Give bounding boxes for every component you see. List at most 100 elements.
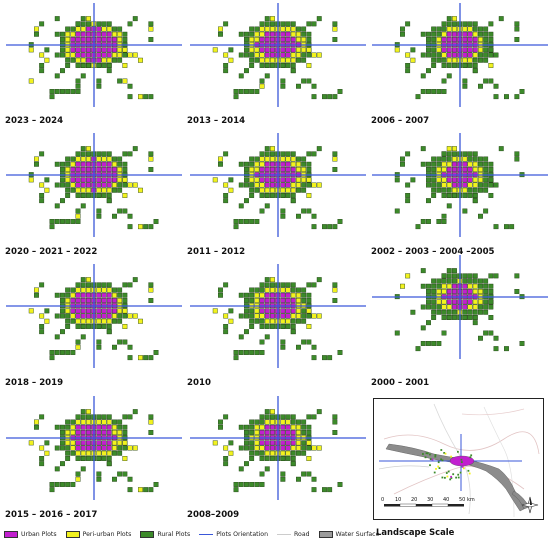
rural-plot [446, 63, 452, 68]
rural-plot [405, 192, 411, 198]
periurban-plot [65, 52, 71, 58]
urban-plot [270, 182, 275, 188]
periurban-plot [44, 187, 50, 193]
rural-plot [327, 94, 333, 100]
rural-plot [270, 456, 275, 461]
urban-plot [285, 313, 291, 319]
rural-plot [122, 31, 128, 37]
rural-plot [70, 419, 76, 425]
rural-plot [296, 156, 301, 162]
rural-plot [280, 78, 286, 84]
periurban-plot [85, 146, 91, 152]
periurban-plot [280, 419, 286, 425]
periurban-plot [148, 419, 154, 425]
periurban-plot [65, 298, 71, 303]
rural-plot [426, 320, 431, 326]
periurban-plot [44, 57, 50, 63]
rural-plot [431, 341, 437, 346]
rural-plot [70, 218, 76, 224]
periurban-plot [70, 440, 76, 446]
rural-plot [301, 57, 307, 63]
rural-plot [446, 187, 452, 193]
rural-plot [296, 213, 301, 219]
periurban-plot [264, 450, 270, 456]
periurban-plot [254, 440, 260, 446]
urban-plot [80, 182, 86, 188]
urban-plot [452, 177, 457, 183]
periurban-plot [101, 187, 107, 193]
periurban-plot [306, 308, 312, 314]
rural-plot [65, 445, 71, 451]
rural-plot [117, 424, 123, 430]
urban-plot [280, 177, 286, 183]
periurban-plot [80, 318, 86, 324]
urban-plot [462, 47, 468, 53]
urban-plot [80, 298, 86, 303]
rural-plot [420, 73, 426, 79]
rural-plot [75, 21, 81, 27]
rural-plot [85, 151, 91, 157]
periurban-plot [65, 31, 71, 37]
rural-plot [301, 187, 307, 193]
rural-plot [233, 218, 239, 224]
rural-plot [65, 350, 71, 355]
urban-plot [290, 430, 296, 435]
rural-plot [39, 456, 45, 461]
legend-item-periurban: Peri-urban Plots [65, 530, 131, 538]
rural-plot [70, 57, 76, 63]
rural-plot [60, 37, 65, 42]
urban-plot [80, 430, 86, 435]
periurban-plot [28, 78, 34, 84]
rural-plot [296, 318, 301, 324]
landscape-inset-map [373, 398, 544, 520]
urban-plot [280, 424, 286, 430]
legend-label: Rural Plots [157, 530, 191, 538]
rural-plot [238, 466, 244, 472]
rural-plot [54, 218, 60, 224]
legend-label: Plots Orientation [216, 530, 269, 538]
urban-plot [264, 182, 270, 188]
rural-plot [462, 273, 468, 279]
periurban-plot [264, 419, 270, 425]
periurban-plot [106, 26, 112, 32]
scale-label: 50 km [459, 497, 475, 503]
rural-plot [60, 292, 65, 298]
periurban-plot [122, 308, 128, 314]
urban-plot [96, 37, 102, 42]
periurban-plot [316, 313, 322, 319]
rural-plot [306, 424, 312, 430]
periurban-plot [270, 146, 275, 152]
periurban-plot [441, 283, 447, 289]
rural-plot [462, 78, 468, 84]
periurban-plot [296, 292, 301, 298]
rural-plot [405, 21, 411, 27]
urban-plot [101, 298, 107, 303]
periurban-plot [70, 313, 76, 319]
rural-plot [394, 177, 400, 183]
periurban-plot [472, 31, 478, 37]
periurban-plot [28, 47, 34, 53]
urban-plot [264, 445, 270, 451]
urban-plot [80, 440, 86, 446]
rural-plot [259, 282, 265, 288]
rural-plot [478, 26, 483, 32]
rural-plot [478, 213, 483, 219]
rural-plot [431, 315, 437, 320]
rural-plot [488, 37, 494, 42]
periurban-plot [280, 187, 286, 193]
rural-plot [249, 63, 255, 68]
urban-plot [452, 47, 457, 53]
periurban-plot [446, 283, 452, 289]
rural-plot [436, 278, 442, 284]
rural-plot [478, 278, 483, 284]
rural-plot [238, 334, 244, 340]
rural-plot [85, 324, 91, 329]
rural-plot [60, 313, 65, 319]
urban-plot [270, 37, 275, 42]
rural-plot [65, 63, 71, 68]
rural-plot [243, 308, 249, 314]
rural-plot [285, 21, 291, 27]
landscape-plot [459, 471, 462, 474]
rural-plot [311, 344, 317, 350]
rural-plot [243, 177, 249, 183]
